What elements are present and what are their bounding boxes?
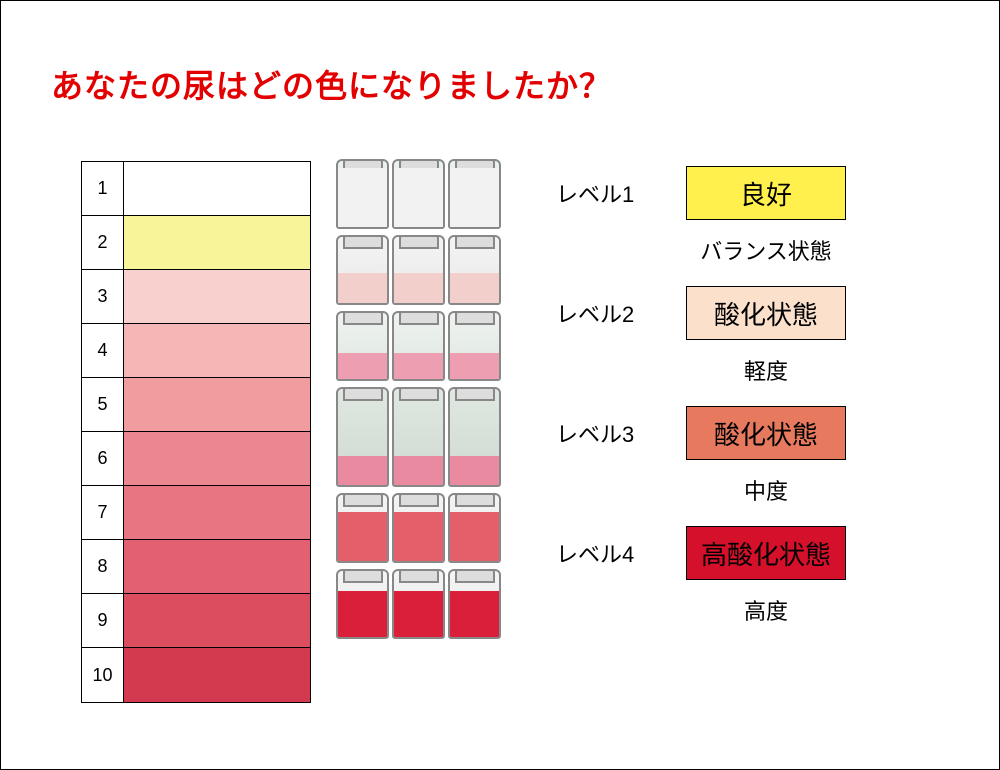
vial — [336, 159, 389, 229]
scale-row: 6 — [82, 432, 310, 486]
vial-liquid — [450, 512, 499, 562]
level-subtext: 高度 — [686, 594, 846, 626]
scale-row: 10 — [82, 648, 310, 702]
vial — [392, 235, 445, 305]
scale-swatch — [124, 594, 310, 647]
vial — [392, 569, 445, 639]
scale-number: 4 — [82, 324, 124, 377]
scale-row: 4 — [82, 324, 310, 378]
scale-swatch — [124, 216, 310, 269]
vial-liquid — [394, 353, 443, 379]
scale-swatch — [124, 324, 310, 377]
vial-liquid — [450, 273, 499, 303]
sample-vials — [336, 159, 501, 639]
sample-row — [336, 311, 501, 381]
scale-number: 7 — [82, 486, 124, 539]
vial-liquid — [338, 353, 387, 379]
level-label: レベル2 — [556, 297, 686, 329]
vial-liquid — [450, 591, 499, 637]
scale-swatch — [124, 540, 310, 593]
vial — [336, 387, 389, 487]
level-subtext: 中度 — [686, 474, 846, 506]
vial — [392, 387, 445, 487]
page-title: あなたの尿はどの色になりましたか？ — [51, 61, 612, 107]
vial — [392, 311, 445, 381]
level-row: レベル2酸化状態 — [556, 286, 951, 340]
sample-row — [336, 235, 501, 305]
scale-row: 9 — [82, 594, 310, 648]
vial — [336, 235, 389, 305]
scale-swatch — [124, 270, 310, 323]
scale-row: 7 — [82, 486, 310, 540]
level-subtext: バランス状態 — [686, 234, 846, 266]
vial — [392, 159, 445, 229]
vial-liquid — [450, 168, 499, 227]
vial-liquid — [338, 168, 387, 227]
scale-row: 5 — [82, 378, 310, 432]
vial — [392, 493, 445, 563]
scale-number: 8 — [82, 540, 124, 593]
scale-row: 2 — [82, 216, 310, 270]
vial — [448, 493, 501, 563]
sample-row — [336, 493, 501, 563]
level-box: 高酸化状態 — [686, 526, 846, 580]
level-label: レベル4 — [556, 537, 686, 569]
vial — [336, 311, 389, 381]
level-label: レベル1 — [556, 177, 686, 209]
level-subtext: 軽度 — [686, 354, 846, 386]
vial-liquid — [450, 456, 499, 485]
vial-liquid — [338, 456, 387, 485]
scale-row: 1 — [82, 162, 310, 216]
vial-liquid — [338, 273, 387, 303]
vial — [336, 569, 389, 639]
scale-number: 9 — [82, 594, 124, 647]
vial-liquid — [394, 456, 443, 485]
scale-swatch — [124, 486, 310, 539]
level-row: レベル4高酸化状態 — [556, 526, 951, 580]
level-label: レベル3 — [556, 417, 686, 449]
sample-row — [336, 159, 501, 229]
level-row: レベル1良好 — [556, 166, 951, 220]
scale-number: 2 — [82, 216, 124, 269]
vial-liquid — [450, 353, 499, 379]
level-box: 良好 — [686, 166, 846, 220]
scale-number: 5 — [82, 378, 124, 431]
vial — [448, 235, 501, 305]
scale-number: 3 — [82, 270, 124, 323]
scale-number: 10 — [82, 648, 124, 702]
vial-liquid — [338, 512, 387, 562]
sample-row — [336, 387, 501, 487]
vial-liquid — [394, 591, 443, 637]
scale-row: 8 — [82, 540, 310, 594]
scale-number: 6 — [82, 432, 124, 485]
scale-swatch — [124, 378, 310, 431]
vial-liquid — [338, 591, 387, 637]
scale-number: 1 — [82, 162, 124, 215]
level-box: 酸化状態 — [686, 286, 846, 340]
scale-row: 3 — [82, 270, 310, 324]
level-row: レベル3酸化状態 — [556, 406, 951, 460]
scale-swatch — [124, 162, 310, 215]
level-box: 酸化状態 — [686, 406, 846, 460]
vial-liquid — [394, 273, 443, 303]
vial — [336, 493, 389, 563]
sample-row — [336, 569, 501, 639]
vial — [448, 569, 501, 639]
vial-liquid — [394, 512, 443, 562]
level-legend: レベル1良好バランス状態レベル2酸化状態軽度レベル3酸化状態中度レベル4高酸化状… — [556, 166, 951, 646]
scale-swatch — [124, 432, 310, 485]
color-scale: 12345678910 — [81, 161, 311, 703]
vial — [448, 387, 501, 487]
vial-liquid — [394, 168, 443, 227]
vial — [448, 159, 501, 229]
scale-swatch — [124, 648, 310, 702]
vial — [448, 311, 501, 381]
